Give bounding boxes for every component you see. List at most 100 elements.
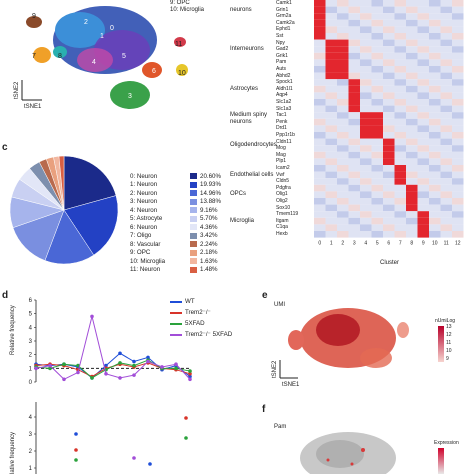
heatmap-cell: [371, 198, 383, 205]
heatmap-cell: [452, 178, 464, 185]
heatmap-cell: [394, 211, 406, 218]
heatmap-cell: [406, 99, 418, 106]
heatmap-cell: [440, 125, 452, 132]
heatmap-cell: [348, 0, 360, 7]
heatmap-cell: [337, 151, 349, 159]
heatmap-cell: [371, 66, 383, 73]
data-point: [146, 355, 150, 360]
heatmap-cell: [360, 6, 372, 14]
heatmap-cell: [440, 6, 452, 14]
heatmap-cell: [314, 66, 326, 73]
pie-legend-swatch: [190, 173, 197, 180]
gene-label: Drd1: [276, 125, 287, 132]
y-axis-label: Relative frequency: [10, 305, 16, 355]
heatmap-cell: [348, 112, 360, 119]
heatmap-cell: [360, 33, 372, 40]
heatmap-cell: [417, 204, 429, 212]
gene-label: Mog: [276, 145, 286, 152]
series-line: [35, 316, 191, 380]
heatmap-cell: [417, 85, 429, 93]
heatmap-cell: [325, 158, 337, 165]
heatmap-cell: [314, 19, 326, 27]
pie-legend-percent: 9.16%: [200, 206, 218, 214]
data-point: [118, 376, 122, 380]
heatmap-cell: [314, 198, 326, 205]
heatmap-cell: [337, 204, 349, 212]
heatmap-cell: [360, 231, 372, 238]
heatmap-cell: [360, 85, 372, 93]
data-point: [160, 365, 164, 369]
heatmap-cell: [440, 165, 452, 172]
group-label: Medium spiny neurons: [230, 112, 268, 126]
heatmap-cell: [394, 217, 406, 225]
heatmap-cell: [440, 105, 452, 113]
heatmap-cell: [314, 52, 326, 60]
heatmap-cell: [452, 125, 464, 132]
gene-label: Ephd1: [276, 26, 291, 33]
heatmap-cell: [383, 178, 395, 185]
heatmap-cell: [371, 191, 383, 198]
pie-legend-label: 3: Neuron: [130, 198, 158, 206]
heatmap-cell: [314, 33, 326, 40]
heatmap-cell: [429, 85, 441, 93]
heatmap-cell: [371, 224, 383, 231]
heatmap-cell: [337, 66, 349, 73]
y-tick-label: 3: [29, 339, 33, 345]
cluster-tick: 12: [455, 241, 461, 247]
heatmap-cell: [429, 99, 441, 106]
heatmap-cell: [337, 26, 349, 33]
data-point: [104, 372, 108, 376]
heatmap-cell: [348, 66, 360, 73]
data-point: [188, 377, 192, 382]
heatmap-cell: [417, 112, 429, 119]
heatmap-cell: [371, 145, 383, 152]
data-point: [174, 366, 178, 371]
line-legend-label: WT: [185, 298, 195, 305]
pie-slice: [58, 155, 65, 211]
heatmap-cell: [417, 178, 429, 185]
heatmap-cell: [440, 224, 452, 231]
heatmap-cell: [325, 59, 337, 66]
heatmap-cell: [394, 145, 406, 152]
line-legend-item: Trem2⁻/⁻ 5XFAD: [170, 329, 240, 340]
line-chart: 0 1 2 3 4 5 6 Relative frequency: [10, 298, 192, 386]
panel-b: neurons Interneurons Astrocytes Medium spin…: [230, 0, 474, 280]
pie-legend-label: 5: Astrocyte: [130, 215, 163, 223]
heatmap-cell: [452, 165, 464, 172]
heatmap-cell: [383, 92, 395, 99]
heatmap-cell: [417, 72, 429, 80]
heatmap-cell: [337, 231, 349, 238]
heatmap-cell: [360, 191, 372, 198]
heatmap-cell: [406, 224, 418, 231]
line-legend-item: 5XFAD: [170, 318, 240, 329]
heatmap-cell: [314, 39, 326, 47]
heatmap-cell: [337, 59, 349, 66]
heatmap-cell: [348, 39, 360, 47]
heatmap-cell: [383, 52, 395, 60]
heatmap-cell: [383, 184, 395, 192]
heatmap-cell: [429, 52, 441, 60]
group-label: Oligodendrocytes: [230, 141, 277, 148]
heatmap-cell: [371, 105, 383, 113]
gene-label: Grik1: [276, 52, 288, 59]
heatmap-cell: [325, 151, 337, 159]
gene-label: Slc1a3: [276, 105, 292, 112]
heatmap-cell: [337, 19, 349, 27]
gene-label: Hexb: [276, 231, 288, 237]
heatmap-cell: [348, 99, 360, 106]
heatmap-cell: [417, 145, 429, 152]
gene-label: Itgam: [276, 217, 289, 224]
heatmap-cell: [360, 79, 372, 86]
heatmap-cell: [360, 158, 372, 165]
pie-legend-percent: 14.96%: [200, 189, 221, 197]
heatmap-cell: [337, 132, 349, 139]
heatmap-cell: [383, 158, 395, 165]
heatmap-cell: [348, 92, 360, 99]
heatmap-cell: [325, 105, 337, 113]
panel-e-title: UMI: [274, 302, 285, 308]
heatmap-cell: [314, 59, 326, 66]
legend-line: 10: Microglia: [170, 7, 205, 13]
pie-legend-swatch: [190, 215, 197, 222]
heatmap-cell: [383, 138, 395, 146]
data-point: [76, 370, 80, 375]
